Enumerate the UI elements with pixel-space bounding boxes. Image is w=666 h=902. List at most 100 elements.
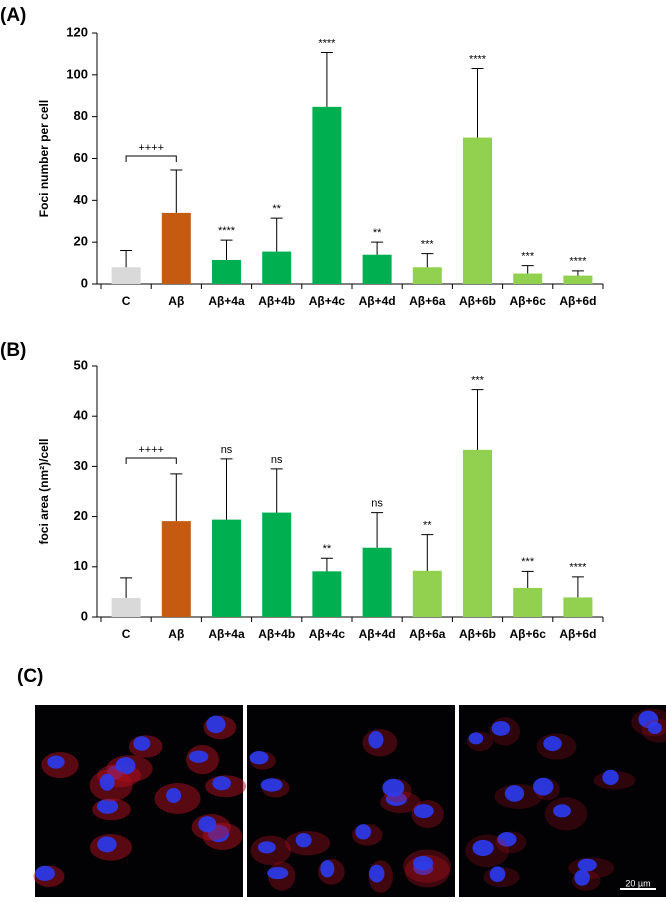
nucleus bbox=[412, 855, 434, 871]
nucleus bbox=[212, 776, 231, 791]
significance-label: *** bbox=[521, 250, 535, 262]
y-tick-label: 100 bbox=[66, 66, 88, 81]
x-tick-label: Aβ+4d bbox=[359, 294, 396, 308]
x-tick-label: Aβ+6c bbox=[510, 627, 547, 641]
y-tick-label: 50 bbox=[74, 357, 88, 372]
nucleus bbox=[115, 757, 136, 775]
y-tick-label: 0 bbox=[81, 275, 88, 290]
error-bar bbox=[220, 458, 233, 520]
nucleus bbox=[472, 839, 494, 856]
nucleus bbox=[295, 832, 312, 848]
x-tick-label: Aβ+4a bbox=[208, 627, 245, 641]
error-bar bbox=[320, 557, 333, 572]
nucleus bbox=[249, 751, 269, 765]
y-tick-label: 40 bbox=[74, 408, 88, 423]
bar bbox=[161, 521, 191, 617]
significance-label: **** bbox=[218, 225, 236, 237]
significance-label: ** bbox=[373, 227, 382, 239]
x-tick-label: Aβ bbox=[168, 294, 184, 308]
bar bbox=[412, 570, 442, 617]
bracket bbox=[125, 457, 177, 464]
error-bar bbox=[320, 51, 333, 107]
nucleus bbox=[368, 864, 385, 883]
significance-label: *** bbox=[421, 239, 435, 251]
y-tick-label: 20 bbox=[74, 234, 88, 249]
y-tick-label: 120 bbox=[66, 24, 88, 39]
x-tick-label: Aβ+4b bbox=[258, 627, 295, 641]
bar bbox=[161, 212, 191, 284]
x-tick-label: C bbox=[122, 627, 131, 641]
error-bar bbox=[120, 577, 133, 598]
nucleus bbox=[198, 816, 217, 833]
error-bar bbox=[270, 468, 283, 513]
error-bar bbox=[421, 534, 434, 571]
bar bbox=[111, 267, 141, 284]
nucleus bbox=[543, 736, 562, 752]
error-bar bbox=[571, 576, 584, 598]
significance-label: ** bbox=[323, 543, 332, 555]
y-tick-label: 0 bbox=[81, 608, 88, 623]
nucleus bbox=[257, 841, 276, 854]
significance-label: *** bbox=[471, 375, 485, 387]
bracket-label: ++++ bbox=[138, 142, 164, 154]
error-bar bbox=[471, 389, 484, 450]
x-tick-label: Aβ+4c bbox=[309, 294, 346, 308]
error-bar bbox=[521, 265, 534, 274]
bar bbox=[513, 273, 543, 284]
nucleus bbox=[647, 721, 662, 734]
nucleus bbox=[47, 755, 65, 769]
x-tick-label: Aβ+4a bbox=[208, 294, 245, 308]
significance-label: **** bbox=[469, 53, 487, 65]
x-tick-label: Aβ+6a bbox=[409, 294, 446, 308]
nucleus bbox=[489, 866, 506, 883]
panel-label: (B) bbox=[0, 340, 26, 361]
bar bbox=[463, 449, 492, 617]
nucleus bbox=[355, 824, 372, 840]
y-axis-label: foci area (nm²)/cell bbox=[37, 438, 51, 544]
error-bar bbox=[471, 68, 484, 138]
error-bar bbox=[371, 241, 384, 255]
significance-label: **** bbox=[569, 256, 587, 268]
error-bar bbox=[571, 270, 584, 276]
significance-label: *** bbox=[521, 556, 535, 568]
nucleus bbox=[532, 777, 554, 796]
panel-label: (A) bbox=[0, 5, 26, 26]
image bbox=[459, 705, 666, 897]
significance-label: ** bbox=[423, 520, 432, 532]
nucleus bbox=[188, 750, 209, 763]
bar bbox=[412, 267, 442, 284]
bracket bbox=[125, 155, 177, 162]
bar bbox=[563, 597, 593, 617]
nucleus bbox=[413, 804, 434, 819]
error-bar bbox=[170, 169, 183, 213]
error-bar bbox=[120, 250, 133, 268]
nucleus bbox=[267, 866, 289, 880]
error-bar bbox=[270, 217, 283, 252]
bar bbox=[212, 259, 241, 284]
nucleus bbox=[574, 869, 590, 886]
nucleus bbox=[166, 787, 182, 804]
x-tick-label: Aβ+6b bbox=[459, 627, 496, 641]
nucleus bbox=[260, 778, 283, 792]
y-tick-label: 20 bbox=[74, 508, 88, 523]
x-tick-label: Aβ+4c bbox=[309, 627, 346, 641]
x-tick-label: Aβ+6c bbox=[510, 294, 547, 308]
significance-label: ns bbox=[271, 454, 283, 466]
nucleus bbox=[96, 799, 119, 814]
y-tick-label: 40 bbox=[74, 192, 88, 207]
bar bbox=[262, 512, 292, 617]
x-tick-label: Aβ bbox=[168, 627, 184, 641]
x-tick-label: C bbox=[122, 294, 131, 308]
error-bar bbox=[371, 512, 384, 548]
bar bbox=[212, 519, 241, 617]
nucleus bbox=[602, 769, 619, 785]
bar bbox=[362, 547, 392, 617]
bar bbox=[312, 571, 342, 617]
nucleus bbox=[468, 732, 484, 745]
nucleus bbox=[497, 832, 517, 847]
nucleus bbox=[35, 865, 55, 881]
nucleus bbox=[133, 736, 151, 751]
bar bbox=[513, 587, 543, 617]
x-tick-label: Aβ+6d bbox=[559, 294, 596, 308]
